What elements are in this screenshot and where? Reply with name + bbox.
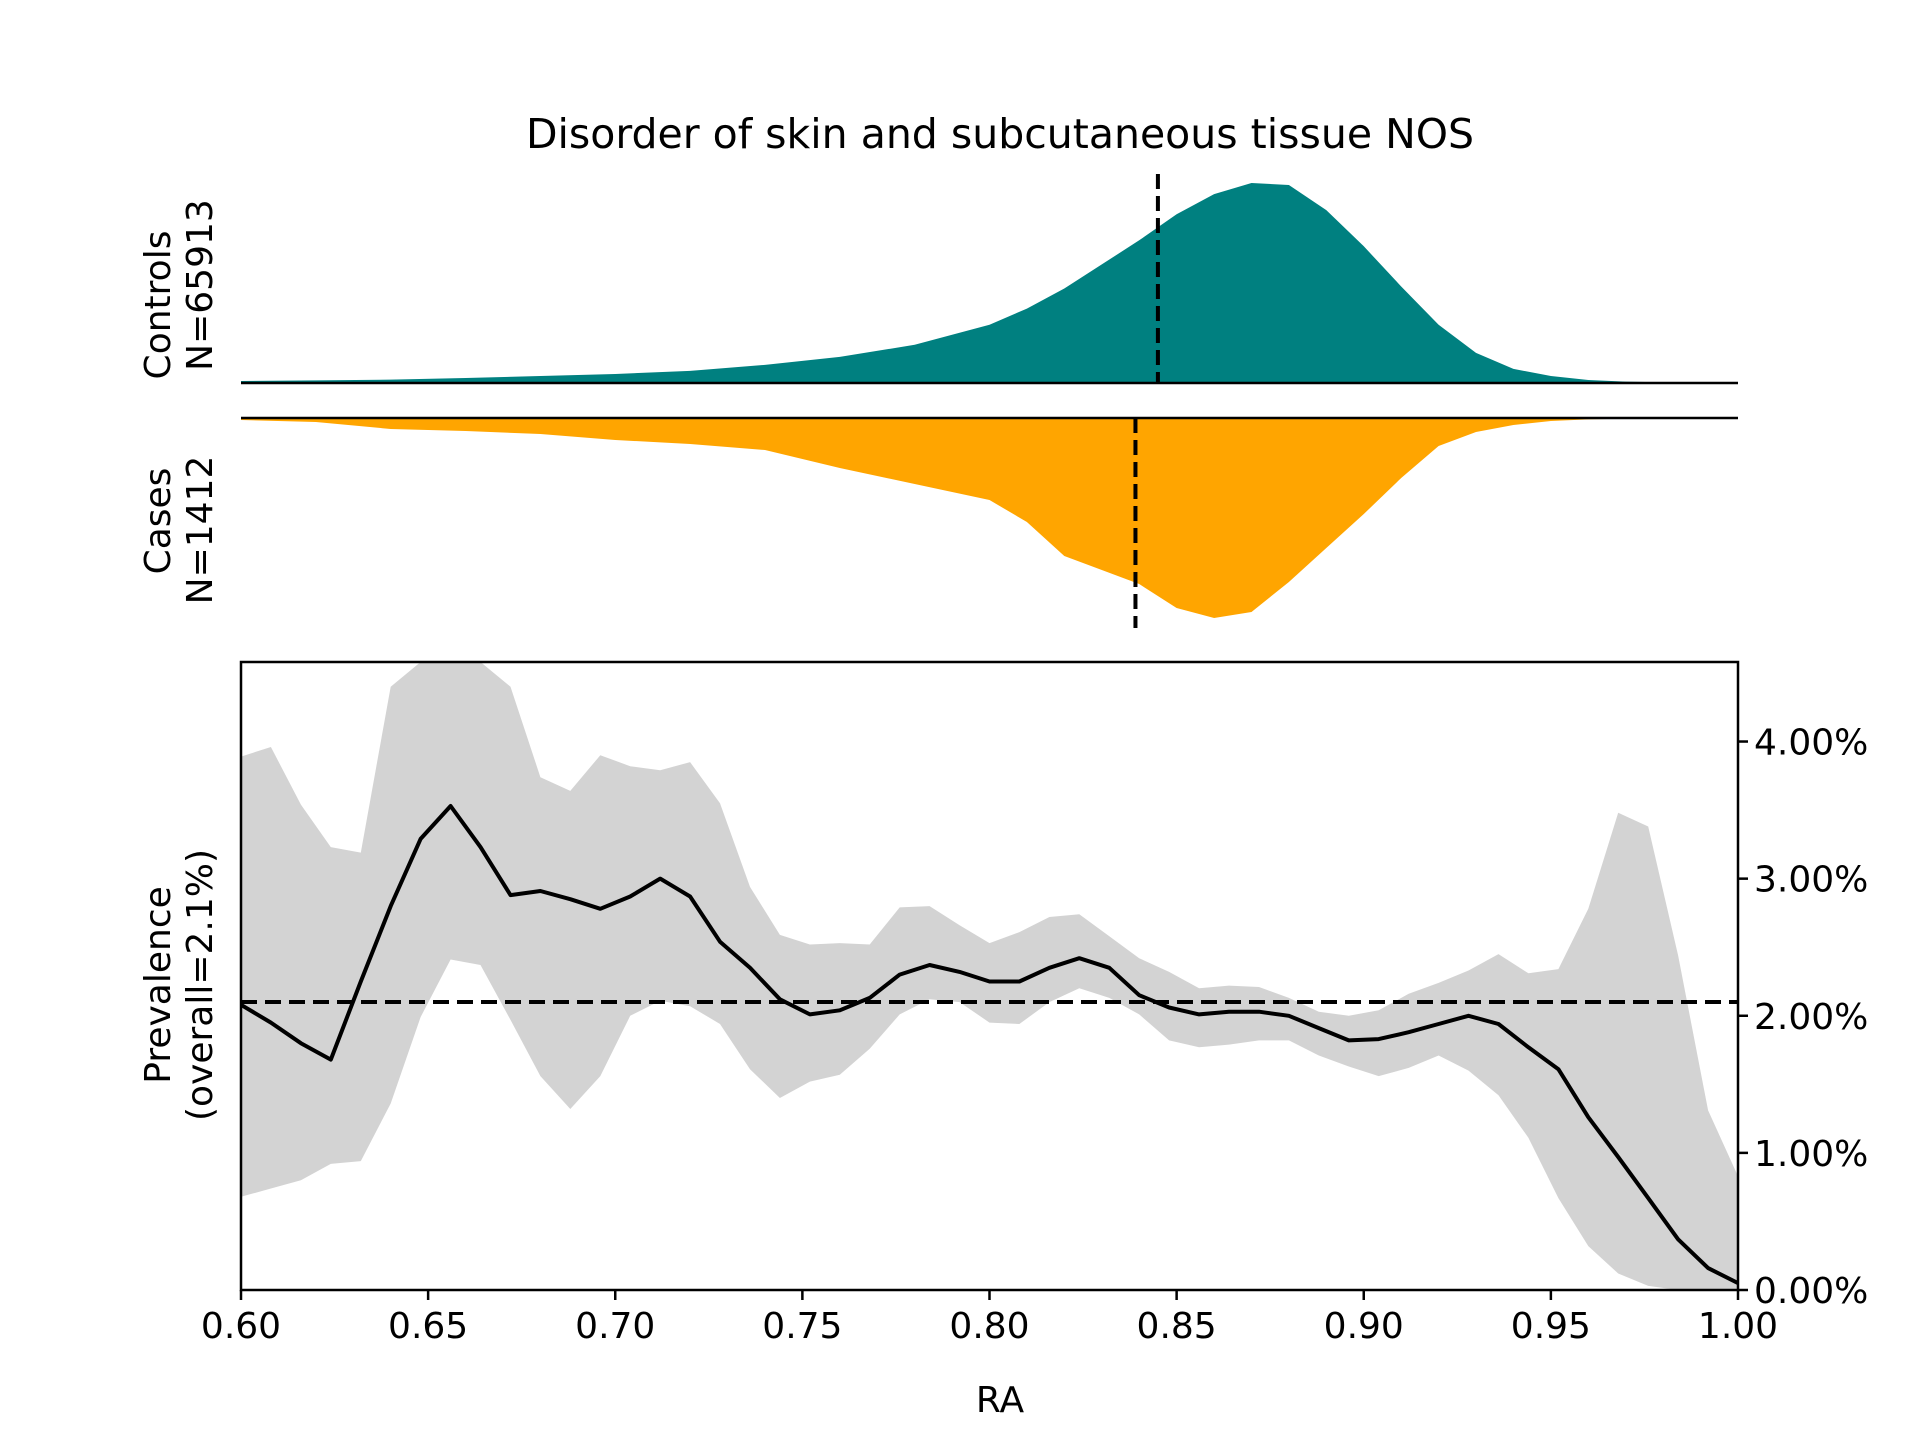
x-tick-label: 0.70	[575, 1306, 655, 1347]
cases-label: Cases	[138, 468, 179, 575]
cases-density-area	[241, 418, 1738, 618]
y-tick-label: 1.00%	[1754, 1134, 1868, 1175]
x-tick-label: 0.75	[762, 1306, 842, 1347]
x-tick-label: 0.85	[1137, 1306, 1217, 1347]
y-axis-ticks: 0.00% 1.00% 2.00% 3.00% 4.00%	[1738, 723, 1868, 1312]
y-tick-label: 2.00%	[1754, 997, 1868, 1038]
x-axis-label: RA	[976, 1380, 1025, 1421]
y-tick-label: 0.00%	[1754, 1271, 1868, 1312]
x-tick-label: 0.90	[1324, 1306, 1404, 1347]
x-axis-ticks: 0.60 0.65 0.70 0.75 0.80 0.85 0.90 0.95 1.00	[201, 1290, 1778, 1347]
x-tick-label: 0.95	[1511, 1306, 1591, 1347]
y-axis-label-overall: (overall=2.1%)	[180, 849, 221, 1121]
prevalence-panel: 0.60 0.65 0.70 0.75 0.80 0.85 0.90 0.95 1.00 0.0…	[138, 660, 1868, 1421]
controls-label: Controls	[138, 231, 179, 380]
x-tick-label: 0.60	[201, 1306, 281, 1347]
controls-density-area	[241, 183, 1738, 383]
y-tick-label: 3.00%	[1754, 860, 1868, 901]
prevalence-confidence-band	[241, 662, 1738, 1290]
x-tick-label: 0.80	[949, 1306, 1029, 1347]
y-tick-label: 4.00%	[1754, 723, 1868, 764]
x-tick-label: 0.65	[388, 1306, 468, 1347]
prevalence-line	[241, 804, 1738, 1285]
cases-n-label: N=1412	[180, 456, 221, 605]
x-tick-label: 1.00	[1698, 1306, 1778, 1347]
controls-density-panel: Controls N=65913	[138, 174, 1738, 385]
cases-density-panel: Cases N=1412	[138, 416, 1738, 628]
chart-title: Disorder of skin and subcutaneous tissue…	[526, 110, 1474, 158]
y-axis-label: Prevalence	[138, 886, 179, 1084]
controls-n-label: N=65913	[180, 199, 221, 371]
